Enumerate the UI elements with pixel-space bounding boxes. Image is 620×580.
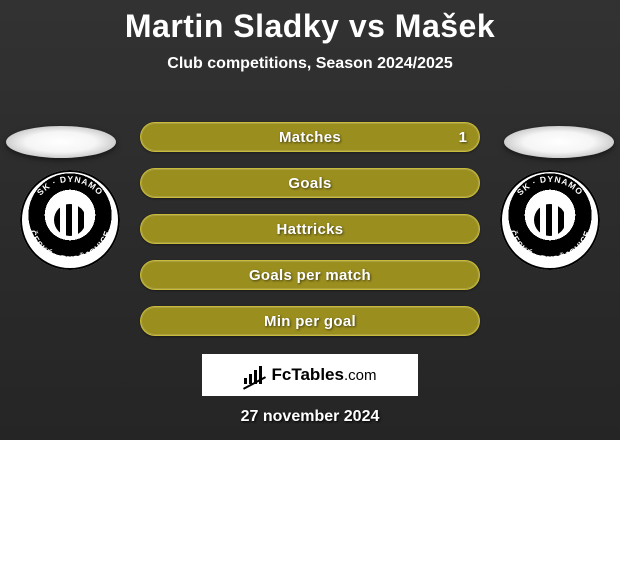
club-badge-stripes-icon <box>534 204 566 236</box>
stat-rows: Matches 1 Goals Hattricks Goals per matc… <box>140 122 480 352</box>
stat-label: Hattricks <box>277 221 344 238</box>
club-badge-ring <box>20 170 120 270</box>
stat-row-hattricks: Hattricks <box>140 214 480 244</box>
logo-text: FcTables.com <box>272 365 377 385</box>
stat-label: Goals <box>288 175 331 192</box>
club-badge-right: 1905 SK · DYNAMO ČESKÉ · BUDĚJOVICE <box>500 170 600 270</box>
stat-row-matches: Matches 1 <box>140 122 480 152</box>
logo-brand: FcTables <box>272 365 344 384</box>
chart-icon <box>244 366 266 384</box>
stat-row-goals-per-match: Goals per match <box>140 260 480 290</box>
comparison-card: Martin Sladky vs Mašek Club competitions… <box>0 0 620 440</box>
stat-label: Min per goal <box>264 313 356 330</box>
svg-text:SK · DYNAMO: SK · DYNAMO <box>35 174 105 197</box>
stat-row-goals: Goals <box>140 168 480 198</box>
stat-label: Goals per match <box>249 267 371 284</box>
fctables-logo[interactable]: FcTables.com <box>202 354 418 396</box>
stat-value-right: 1 <box>459 123 467 151</box>
svg-text:ČESKÉ · BUDĚJOVICE: ČESKÉ · BUDĚJOVICE <box>508 228 593 264</box>
page-title: Martin Sladky vs Mašek <box>0 0 620 45</box>
stat-label: Matches <box>279 129 341 146</box>
season-subtitle: Club competitions, Season 2024/2025 <box>0 55 620 73</box>
logo-tld: .com <box>344 367 377 384</box>
player-photo-right <box>504 126 614 158</box>
club-badge-text: SK · DYNAMO ČESKÉ · BUDĚJOVICE <box>500 170 600 270</box>
svg-text:SK · DYNAMO: SK · DYNAMO <box>515 174 585 197</box>
club-badge-ring <box>500 170 600 270</box>
club-badge-stripes-icon <box>54 204 86 236</box>
club-badge-year: 1905 <box>500 176 600 190</box>
svg-text:ČESKÉ · BUDĚJOVICE: ČESKÉ · BUDĚJOVICE <box>28 228 113 264</box>
snapshot-date: 27 november 2024 <box>0 408 620 426</box>
player-photo-left <box>6 126 116 158</box>
stat-row-min-per-goal: Min per goal <box>140 306 480 336</box>
club-badge-year: 1905 <box>20 176 120 190</box>
club-badge-left: 1905 SK · DYNAMO ČESKÉ · BUDĚJOVICE <box>20 170 120 270</box>
club-badge-text: SK · DYNAMO ČESKÉ · BUDĚJOVICE <box>20 170 120 270</box>
